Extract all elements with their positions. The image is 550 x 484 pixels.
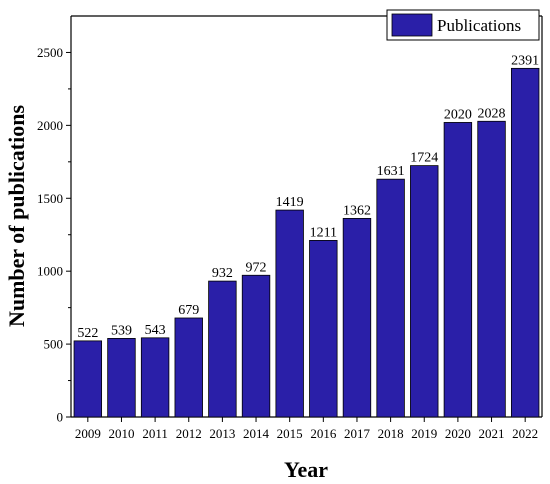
bar-2019 <box>410 165 439 418</box>
x-tick-label-2009: 2009 <box>75 426 101 441</box>
bar-2018 <box>376 178 405 418</box>
data-label-2021: 2028 <box>478 106 506 121</box>
data-label-2015: 1419 <box>276 195 304 210</box>
x-tick-label-2017: 2017 <box>344 426 371 441</box>
y-tick-label: 2000 <box>37 118 63 133</box>
bar-2009 <box>73 340 103 418</box>
bar-2022 <box>510 67 540 418</box>
x-axis-title: Year <box>284 457 328 482</box>
x-axis: 2009 2010 2011 2012 2013 2014 2015 2016 2017 2018… <box>75 417 538 441</box>
bar-2012 <box>174 317 203 418</box>
y-axis-title: Number of publications <box>4 105 29 328</box>
x-tick-label-2018: 2018 <box>378 426 404 441</box>
x-tick-label-2019: 2019 <box>411 426 437 441</box>
x-tick-label-2012: 2012 <box>176 426 202 441</box>
bar-2010 <box>107 338 136 418</box>
data-label-2019: 1724 <box>410 151 438 166</box>
x-tick-label-2010: 2010 <box>108 426 134 441</box>
y-tick-label: 2500 <box>37 45 63 60</box>
data-label-2011: 543 <box>145 323 166 338</box>
data-label-2016: 1211 <box>310 225 337 240</box>
bar-2011 <box>140 337 170 418</box>
bars-group <box>73 67 540 418</box>
data-labels-group: 522 539 543 679 932 972 1419 1211 1362 1631 1724 20… <box>77 53 539 341</box>
bar-2017 <box>342 217 372 418</box>
legend: Publications <box>386 9 540 41</box>
data-label-2014: 972 <box>246 260 267 275</box>
y-tick-label: 0 <box>57 410 64 425</box>
x-tick-label-2021: 2021 <box>479 426 505 441</box>
x-tick-label-2016: 2016 <box>310 426 337 441</box>
data-label-2010: 539 <box>111 323 132 338</box>
legend-swatch <box>391 13 433 37</box>
data-label-2012: 679 <box>178 303 199 318</box>
y-tick-label: 1500 <box>37 191 63 206</box>
data-label-2020: 2020 <box>444 107 472 122</box>
y-tick-label: 500 <box>44 337 64 352</box>
y-tick-label: 1000 <box>37 264 63 279</box>
bar-2020 <box>443 122 473 418</box>
bar-2013 <box>208 280 237 418</box>
data-label-2009: 522 <box>77 326 98 341</box>
x-tick-label-2022: 2022 <box>512 426 538 441</box>
x-tick-label-2015: 2015 <box>277 426 303 441</box>
x-tick-label-2014: 2014 <box>243 426 270 441</box>
data-label-2022: 2391 <box>511 53 539 68</box>
data-label-2013: 932 <box>212 266 233 281</box>
bar-2021 <box>477 120 506 418</box>
legend-label: Publications <box>437 16 521 35</box>
x-tick-label-2011: 2011 <box>142 426 168 441</box>
x-tick-label-2013: 2013 <box>209 426 235 441</box>
data-label-2018: 1631 <box>377 164 405 179</box>
bar-2016 <box>309 240 338 418</box>
bar-2015 <box>275 209 304 418</box>
data-label-2017: 1362 <box>343 203 371 218</box>
x-tick-label-2020: 2020 <box>445 426 471 441</box>
bar-2014 <box>241 274 271 418</box>
y-axis: 0 500 1000 1500 2000 2500 <box>37 45 71 425</box>
